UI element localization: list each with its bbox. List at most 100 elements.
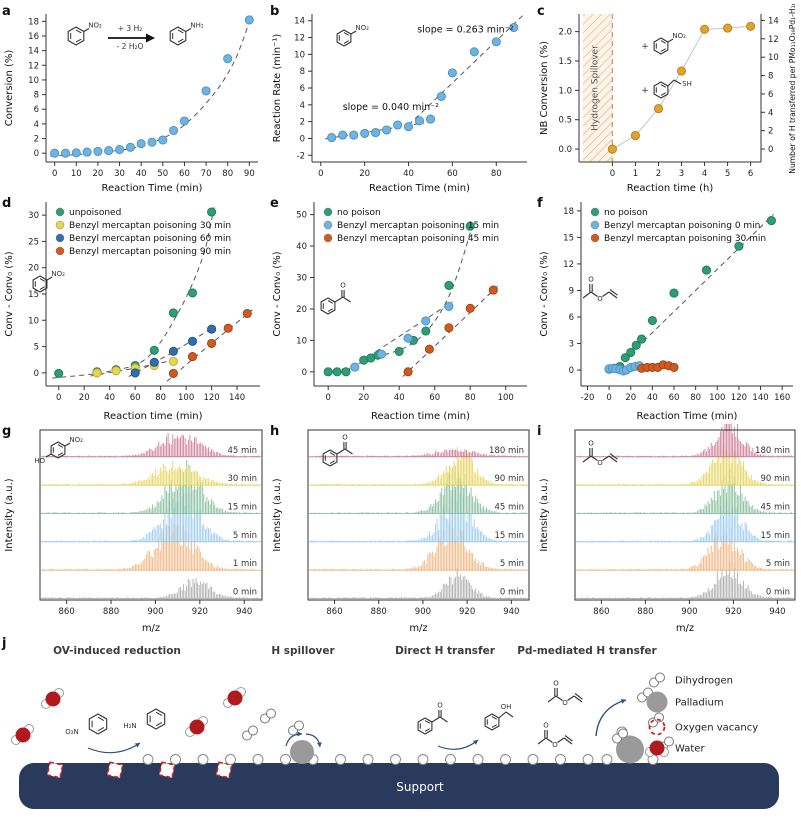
svg-text:20: 20 — [359, 169, 370, 179]
svg-text:8: 8 — [768, 72, 773, 82]
chart-a-mount: 0 10 20 30 40 50 60 70 80 90 Reaction Time (min) 0 2… — [0, 4, 268, 201]
svg-text:m/z: m/z — [676, 623, 694, 634]
svg-text:0: 0 — [52, 169, 57, 179]
svg-text:940: 940 — [236, 607, 252, 617]
svg-text:100: 100 — [178, 393, 194, 403]
svg-text:860: 860 — [593, 607, 609, 617]
svg-text:0: 0 — [302, 368, 307, 378]
svg-text:0: 0 — [610, 169, 615, 179]
svg-text:0: 0 — [300, 134, 305, 144]
panel-e-poisoning-chart: e 0 20 40 60 80 100 Reaction time (min) 0 10 20 30… — [268, 196, 535, 424]
panel-b-rate-chart: b 0 20 40 60 80 Reaction Time (min) -2 0 2 4 6 8 10 1… — [268, 4, 535, 196]
svg-text:4: 4 — [34, 120, 39, 130]
svg-text:-2: -2 — [297, 151, 305, 161]
svg-text:O: O — [562, 699, 568, 707]
svg-text:40: 40 — [647, 393, 658, 403]
svg-text:45 min: 45 min — [227, 446, 257, 456]
svg-text:1.5: 1.5 — [558, 57, 572, 67]
svg-text:Reaction time (h): Reaction time (h) — [627, 183, 714, 194]
panel-letter-j: j — [2, 636, 7, 651]
svg-text:0 min: 0 min — [766, 588, 790, 598]
svg-text:18: 18 — [28, 17, 39, 27]
svg-text:180 min: 180 min — [489, 446, 524, 456]
svg-text:120: 120 — [731, 393, 747, 403]
panel-d-poisoning-chart: d 0 20 40 60 80 100 120 140 Reaction time (min) 0… — [0, 196, 268, 424]
svg-text:60: 60 — [669, 393, 680, 403]
svg-text:unpoisoned: unpoisoned — [69, 208, 121, 218]
panel-h-mass-spectra: h 0 min 5 min 15 min 45 min 90 min 180 min 860… — [268, 424, 535, 636]
svg-text:0: 0 — [325, 393, 330, 403]
panel-g-mass-spectra: g 0 min 1 min 5 min 15 min 30 min 45 min 860 88… — [0, 424, 268, 636]
svg-text:O: O — [543, 722, 549, 730]
svg-text:60: 60 — [447, 169, 458, 179]
svg-text:80: 80 — [465, 393, 476, 403]
svg-text:O: O — [588, 276, 594, 284]
svg-text:900: 900 — [147, 607, 163, 617]
svg-text:15 min: 15 min — [494, 531, 524, 541]
svg-text:20: 20 — [358, 393, 369, 403]
svg-text:20: 20 — [625, 393, 636, 403]
svg-text:940: 940 — [769, 607, 785, 617]
svg-text:0: 0 — [606, 393, 611, 403]
svg-text:10: 10 — [296, 336, 307, 346]
svg-text:60: 60 — [130, 393, 141, 403]
panel-letter-f: f — [537, 196, 543, 211]
chart-d-mount: 0 20 40 60 80 100 120 140 Reaction time (min) 0 5 1… — [0, 196, 268, 429]
palladium-icon — [646, 691, 668, 713]
svg-text:6: 6 — [748, 169, 753, 179]
svg-text:140: 140 — [752, 393, 768, 403]
svg-text:H spillover: H spillover — [271, 645, 335, 657]
svg-text:40: 40 — [296, 242, 307, 252]
svg-text:8: 8 — [300, 67, 305, 77]
svg-text:- 2 H₂O: - 2 H₂O — [117, 42, 144, 51]
svg-text:Benzyl mercaptan poisoning 90: Benzyl mercaptan poisoning 90 min — [69, 247, 231, 257]
svg-text:Conversion (%): Conversion (%) — [4, 50, 15, 127]
svg-text:6: 6 — [300, 84, 305, 94]
svg-text:Benzyl mercaptan poisoning 45: Benzyl mercaptan poisoning 45 min — [337, 234, 499, 244]
svg-text:5 min: 5 min — [500, 559, 524, 569]
svg-text:O: O — [553, 680, 559, 688]
svg-text:15: 15 — [563, 233, 574, 243]
oxygen-vacancy-icon — [648, 718, 666, 736]
svg-text:1.0: 1.0 — [558, 86, 572, 96]
svg-text:Hydrogen Spillover: Hydrogen Spillover — [591, 45, 601, 131]
panel-letter-d: d — [2, 196, 12, 211]
chart-g-mount: 0 min 1 min 5 min 15 min 30 min 45 min 860 880 9… — [0, 424, 268, 641]
svg-text:2: 2 — [300, 118, 305, 128]
panel-letter-a: a — [2, 4, 11, 19]
svg-text:0 min: 0 min — [233, 588, 257, 598]
svg-text:60: 60 — [179, 169, 190, 179]
svg-text:O: O — [437, 702, 443, 710]
svg-text:140: 140 — [229, 393, 245, 403]
svg-text:HO: HO — [34, 457, 45, 465]
svg-text:NO₂: NO₂ — [69, 436, 83, 444]
svg-text:120: 120 — [203, 393, 219, 403]
svg-text:5: 5 — [725, 169, 730, 179]
panel-a-conversion-chart: a 0 10 20 30 40 50 60 70 80 90 Reaction Time (min)… — [0, 4, 268, 196]
svg-text:16: 16 — [28, 32, 39, 42]
svg-text:20: 20 — [79, 393, 90, 403]
svg-text:+ 3 H₂: + 3 H₂ — [118, 24, 142, 33]
svg-text:5: 5 — [34, 343, 39, 353]
svg-text:6: 6 — [768, 90, 773, 100]
svg-text:80: 80 — [222, 169, 233, 179]
svg-text:O: O — [342, 434, 348, 442]
svg-text:20: 20 — [28, 264, 39, 274]
svg-text:Benzyl mercaptan poisoning 30: Benzyl mercaptan poisoning 30 min — [69, 221, 231, 231]
svg-text:NO₂: NO₂ — [88, 22, 102, 30]
svg-text:slope = 0.263 min⁻²: slope = 0.263 min⁻² — [417, 25, 513, 36]
svg-text:OH: OH — [501, 703, 512, 711]
chart-h-mount: 0 min 5 min 15 min 45 min 90 min 180 min 860 88… — [268, 424, 535, 641]
svg-text:Reaction Time (min): Reaction Time (min) — [369, 183, 470, 194]
svg-text:18: 18 — [563, 207, 574, 217]
svg-text:12: 12 — [28, 61, 39, 71]
svg-text:slope = 0.040 min⁻²: slope = 0.040 min⁻² — [343, 102, 439, 113]
svg-text:180 min: 180 min — [755, 446, 790, 456]
svg-text:NH₂: NH₂ — [190, 22, 204, 30]
svg-text:14: 14 — [294, 17, 305, 27]
svg-text:5 min: 5 min — [766, 559, 790, 569]
svg-text:45 min: 45 min — [760, 503, 790, 513]
svg-text:0 min: 0 min — [500, 588, 524, 598]
svg-text:10: 10 — [28, 316, 39, 326]
svg-text:60: 60 — [429, 393, 440, 403]
